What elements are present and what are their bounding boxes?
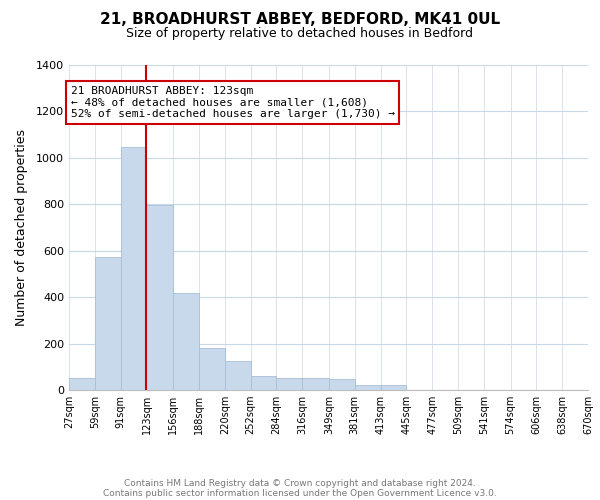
Bar (95, 256, 121, 390)
Bar (329, 379, 355, 390)
Bar (69, 378, 95, 390)
Bar (146, 206, 173, 390)
Bar (199, 348, 225, 390)
Bar (355, 386, 380, 390)
Bar (173, 292, 199, 390)
Y-axis label: Number of detached properties: Number of detached properties (14, 129, 28, 326)
Text: 21, BROADHURST ABBEY, BEDFORD, MK41 0UL: 21, BROADHURST ABBEY, BEDFORD, MK41 0UL (100, 12, 500, 28)
Bar (302, 378, 329, 390)
Text: 21 BROADHURST ABBEY: 123sqm
← 48% of detached houses are smaller (1,608)
52% of : 21 BROADHURST ABBEY: 123sqm ← 48% of det… (71, 86, 395, 119)
Text: Size of property relative to detached houses in Bedford: Size of property relative to detached ho… (127, 28, 473, 40)
Bar (225, 361, 251, 390)
Bar (251, 376, 277, 390)
Text: Contains HM Land Registry data © Crown copyright and database right 2024.: Contains HM Land Registry data © Crown c… (124, 478, 476, 488)
Bar (380, 386, 406, 390)
Text: Contains public sector information licensed under the Open Government Licence v3: Contains public sector information licen… (103, 488, 497, 498)
Bar (121, 148, 146, 390)
Bar (277, 378, 302, 390)
